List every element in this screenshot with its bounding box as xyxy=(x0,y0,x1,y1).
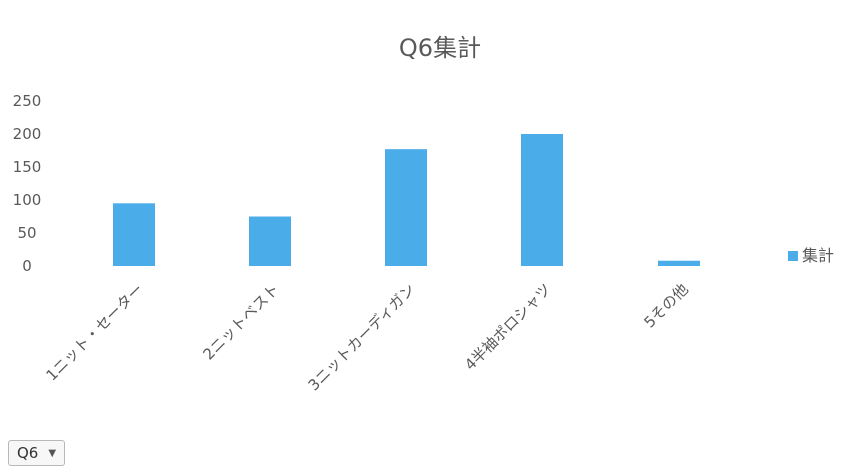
category-label: 3ニットカーディガン xyxy=(305,280,419,394)
y-tick-label: 100 xyxy=(13,191,42,209)
bar xyxy=(385,149,427,266)
bar xyxy=(658,260,700,266)
dropdown-arrow-icon: ▼ xyxy=(48,447,57,459)
y-tick-label: 50 xyxy=(17,224,36,242)
legend-swatch xyxy=(788,251,798,261)
y-tick-label: 0 xyxy=(22,257,32,275)
category-label: 2ニットベスト xyxy=(199,280,282,363)
chart-title: Q6集計 xyxy=(399,34,481,62)
y-tick-label: 150 xyxy=(13,158,42,176)
field-filter-button[interactable]: Q6 ▼ xyxy=(8,440,66,466)
y-axis-ticks: 0 50 100 150 200 250 xyxy=(13,92,42,275)
bar xyxy=(113,203,155,266)
bar xyxy=(249,216,291,266)
field-filter-label: Q6 xyxy=(17,444,39,462)
category-label: 5その他 xyxy=(641,280,692,331)
y-tick-label: 250 xyxy=(13,92,42,110)
category-label: 4半袖ポロシャツ xyxy=(461,280,555,374)
category-label: 1ニット・セーター xyxy=(42,280,146,384)
legend: 集計 xyxy=(788,246,834,265)
legend-label: 集計 xyxy=(802,246,834,265)
category-labels: 1ニット・セーター 2ニットベスト 3ニットカーディガン 4半袖ポロシャツ 5その他 xyxy=(42,280,691,394)
bars xyxy=(113,134,700,266)
bar xyxy=(521,134,563,266)
y-tick-label: 200 xyxy=(13,125,42,143)
